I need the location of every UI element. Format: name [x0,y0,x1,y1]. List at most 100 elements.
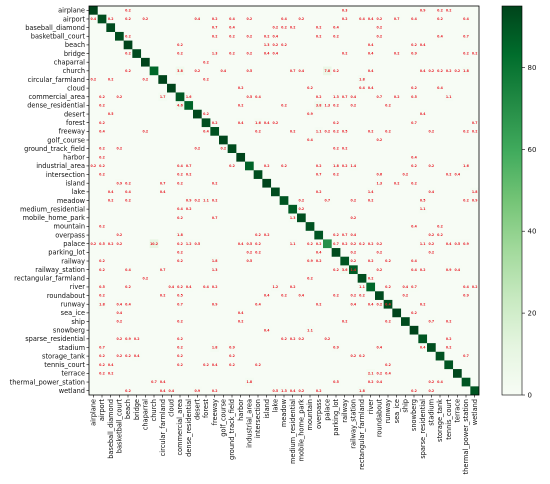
matrix-cell [366,239,376,249]
matrix-diagonal-cell [227,144,237,154]
row-label: intersection [46,171,85,179]
matrix-cell [331,92,341,102]
matrix-cell [236,308,246,318]
matrix-cell [349,161,358,171]
matrix-cell [297,66,306,76]
matrix-cell [314,170,324,179]
matrix-cell [349,291,358,300]
matrix-cell [331,101,341,110]
matrix-diagonal-cell [115,31,124,41]
row-label: runway [61,301,86,309]
matrix-cell [375,92,384,102]
matrix-cell [97,161,107,171]
matrix-cell [340,49,350,58]
matrix-cell [427,127,436,136]
cell-value-label: 0.7 [186,164,192,168]
matrix-cell [470,118,480,128]
cell-value-label: 0.2 [99,121,105,125]
cell-value-label: 0.2 [177,52,183,56]
matrix-cell [175,49,185,58]
matrix-diagonal-cell [167,83,176,93]
cell-value-label: 3.6 [342,268,348,272]
matrix-cell [123,6,133,15]
matrix-cell [375,248,384,257]
matrix-cell [375,265,384,275]
matrix-cell [236,101,246,110]
cell-value-label: 0.4 [117,311,123,315]
cell-value-label: 0.2 [99,164,105,168]
cell-value-label: 0.2 [463,129,469,133]
cell-value-label: 0.4 [108,190,114,194]
cell-value-label: 0.4 [125,302,131,306]
matrix-cell [409,308,419,318]
cell-value-label: 0.4 [238,242,244,246]
cell-value-label: 0.2 [255,363,261,367]
matrix-cell [305,83,315,93]
row-label: dense_residential [27,102,85,110]
matrix-cell [331,170,341,179]
cell-value-label: 0.2 [368,129,374,133]
matrix-cell [375,178,384,188]
matrix-cell [262,325,272,335]
column-labels: airplane airport baseball_diamond basketbal… [90,395,479,474]
cell-value-label: 0.4 [455,173,461,177]
row-label: freeway [59,128,85,136]
matrix-cell [418,343,428,352]
matrix-cell [123,187,133,197]
matrix-cell [201,57,211,67]
matrix-cell [349,299,358,309]
cell-value-label: 0.4 [125,268,131,272]
cell-value-label: 0.2 [385,363,391,367]
cell-value-label: 0.2 [238,86,244,90]
matrix-cell [435,222,445,231]
matrix-cell [288,213,298,223]
matrix-cell [279,334,289,344]
cell-value-label: 0.4 [411,155,417,159]
matrix-cell [305,325,315,335]
matrix-cell [331,343,341,352]
matrix-cell [357,351,367,361]
column-label: golf_course [220,399,228,437]
matrix-cell [245,66,254,76]
matrix-cell [349,101,358,110]
cell-value-label: 0.5 [108,112,114,116]
cell-value-label: 0.2 [351,259,357,263]
matrix-cell [366,377,376,387]
matrix-cell [297,196,306,205]
column-label: freeway [211,399,219,425]
matrix-cell [383,369,393,378]
cell-value-label: 0.2 [342,147,348,151]
matrix-cell [375,135,384,145]
cell-value-label: 0.4 [385,302,391,306]
matrix-cell [227,23,237,32]
cell-value-label: 0.4 [117,302,123,306]
cell-value-label: 0.2 [394,95,400,99]
cell-value-label: 0.4 [125,190,131,194]
cell-value-label: 0.5 [247,242,253,246]
cell-value-label: 0.2 [351,199,357,203]
matrix-cell [444,66,454,76]
matrix-cell [123,334,133,344]
cell-value-label: 0.2 [177,242,183,246]
matrix-cell [106,360,116,370]
matrix-cell [227,351,237,361]
matrix-cell [409,222,419,231]
matrix-diagonal-cell [418,334,428,344]
matrix-cell [392,14,402,24]
matrix-cell [461,282,471,292]
matrix-cell [383,360,393,370]
matrix-cell [123,282,133,292]
matrix-cell [245,239,254,249]
matrix-cell [409,49,419,58]
matrix-cell [314,239,324,249]
cell-value-label: 0.4 [368,302,374,306]
matrix-cell [175,282,185,292]
row-label: island [65,180,85,188]
matrix-cell [427,161,436,171]
cell-value-label: 0.2 [446,346,452,350]
matrix-cell [314,161,324,171]
matrix-cell [141,127,150,136]
matrix-cell [409,40,419,50]
cell-value-label: 0.2 [429,233,435,237]
matrix-cell [253,92,263,102]
